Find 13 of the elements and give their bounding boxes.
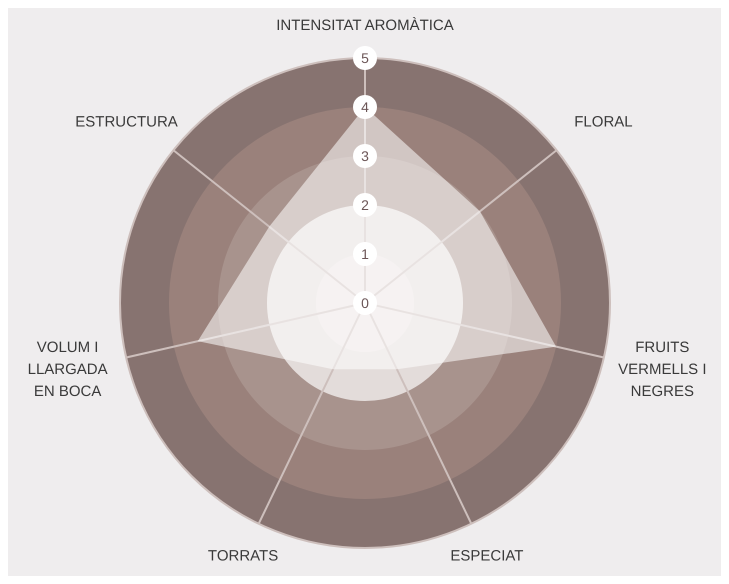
spoke-label: ESTRUCTURA [75,113,178,130]
spoke-label: INTENSITAT AROMÀTICA [276,16,454,34]
y-tick-label: 0 [361,295,370,311]
spoke-label: FRUITS VERMELLS I NEGRES [618,339,707,400]
y-tick-label: 5 [361,50,370,66]
spoke-label: VOLUM I LLARGADA EN BOCA [28,339,108,400]
y-tick-label: 4 [361,99,370,115]
y-tick-label: 2 [361,197,370,213]
spoke-label: FLORAL [574,113,633,130]
y-tick-label: 3 [361,148,370,164]
spoke-label: TORRATS [208,547,278,564]
spoke-label: ESPECIAT [450,547,524,564]
y-tick-label: 1 [361,246,370,262]
